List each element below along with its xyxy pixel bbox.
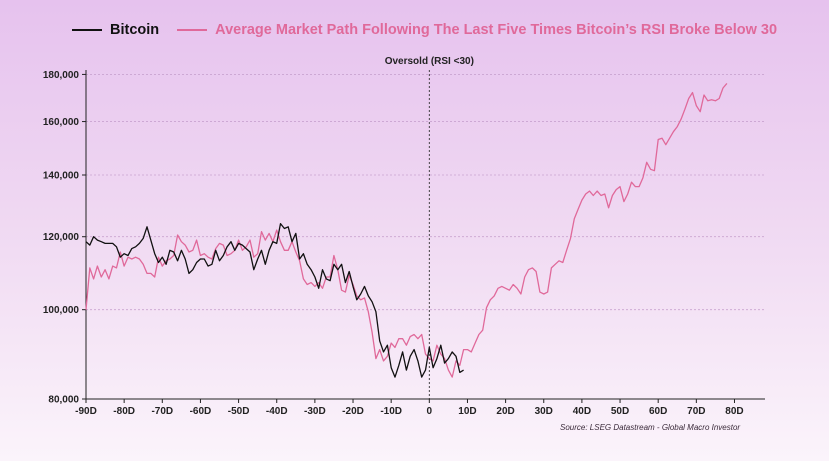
- y-tick-label: 180,000: [43, 70, 80, 81]
- x-tick-label: -40D: [266, 406, 288, 417]
- x-tick-label: -30D: [304, 406, 326, 417]
- legend-swatch-bitcoin: [72, 29, 102, 31]
- x-tick-label: 50D: [611, 406, 629, 417]
- y-tick-label: 80,000: [48, 395, 79, 406]
- x-tick-label: -80D: [113, 406, 135, 417]
- x-tick-label: 70D: [687, 406, 705, 417]
- x-tick-label: 0: [427, 406, 433, 417]
- x-tick-label: 30D: [535, 406, 553, 417]
- y-tick-label: 160,000: [43, 117, 80, 128]
- bitcoin-line: [85, 222, 464, 378]
- x-tick-label: -90D: [75, 406, 97, 417]
- oversold-label: Oversold (RSI <30): [385, 56, 474, 67]
- y-tick-label: 140,000: [43, 171, 80, 182]
- y-tick-label: 120,000: [43, 232, 80, 243]
- x-tick-label: 60D: [649, 406, 667, 417]
- legend: Bitcoin Average Market Path Following Th…: [72, 22, 795, 38]
- x-tick-label: 10D: [458, 406, 476, 417]
- x-tick-label: -20D: [342, 406, 364, 417]
- x-tick-label: -60D: [190, 406, 212, 417]
- x-tick-label: -70D: [151, 406, 173, 417]
- legend-label-bitcoin: Bitcoin: [110, 22, 160, 38]
- legend-item-average: Average Market Path Following The Last F…: [177, 22, 777, 38]
- x-tick-label: -50D: [228, 406, 250, 417]
- x-tick-label: 80D: [725, 406, 743, 417]
- source-note: Source: LSEG Datastream - Global Macro I…: [560, 423, 741, 432]
- legend-item-bitcoin: Bitcoin: [72, 22, 159, 38]
- x-tick-label: 20D: [496, 406, 514, 417]
- x-tick-label: -10D: [380, 406, 402, 417]
- x-tick-label: 40D: [573, 406, 591, 417]
- y-tick-label: 100,000: [43, 305, 80, 316]
- legend-swatch-average: [177, 29, 208, 31]
- average-path-line: [85, 82, 728, 378]
- legend-label-average: Average Market Path Following The Last F…: [215, 22, 778, 38]
